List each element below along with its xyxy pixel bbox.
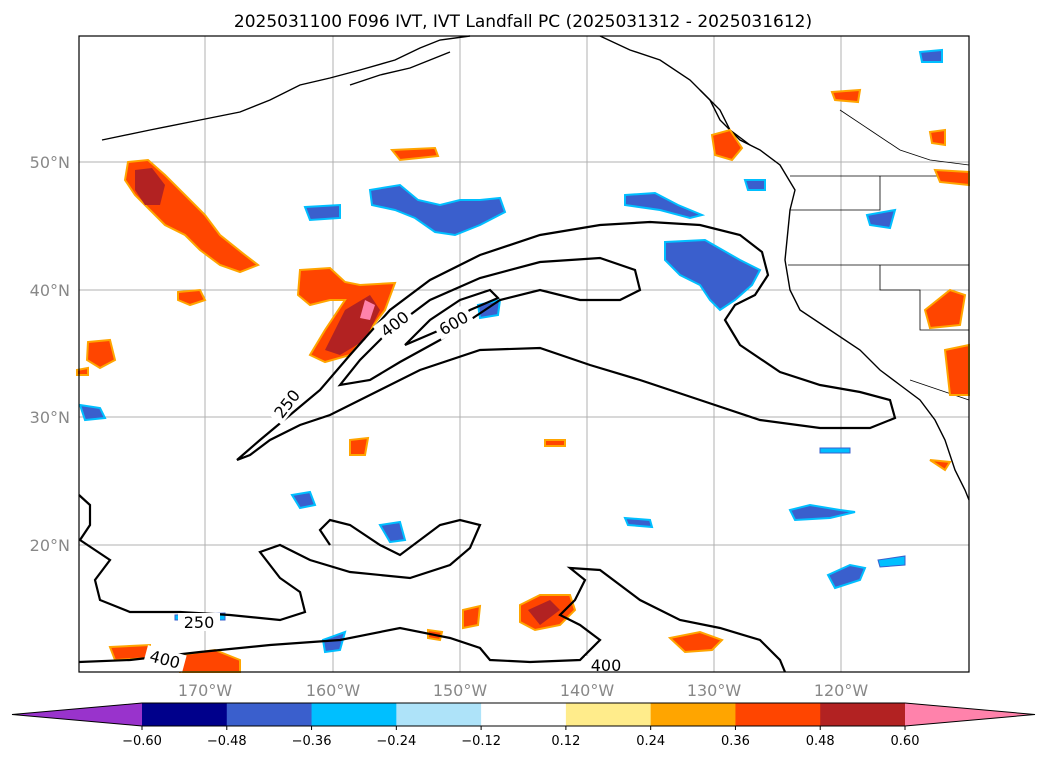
pc-blob-red-3 [85,338,117,370]
pc-blob-blue-1 [368,183,507,237]
pc-blob-red-7 [667,630,724,654]
colorbar-tick-label: 0.60 [891,734,920,749]
lat-label-30: 30°N [30,408,70,427]
alaska-peninsula-coast [349,51,451,86]
pc-blob-blue-2 [303,203,341,222]
pc-blob-blue-10 [826,563,867,590]
colorbar-tick-label: 0.24 [636,734,665,749]
colorbar-segment [226,703,313,726]
colorbar-extend-low [12,703,142,726]
colorbar-tick-label: −0.12 [461,734,501,749]
map-panel: 250 400 600 250 400 400 [76,35,970,675]
pc-blob-red-12 [928,128,946,147]
alaska-panhandle-coast [699,89,751,146]
colorbar-segment [820,703,906,726]
pc-blob-blue-15 [623,516,654,529]
pc-blob-pink-2 [360,300,375,320]
pc-blob-blue-7 [918,48,943,63]
colorbar-segment [735,703,821,726]
colorbar-segment [650,703,736,726]
lat-label-20: 20°N [30,536,70,555]
pc-blob-red-4 [177,288,207,307]
pc-blob-red-15 [943,343,970,396]
pc-blob-red-13 [933,168,970,187]
map-background [79,36,969,672]
contour-250-south [78,494,482,622]
canada-province-border [839,109,970,166]
colorbar-tick-label: −0.36 [292,734,332,749]
us-mexico-border [909,379,970,401]
contour-400-main [337,256,642,387]
wa-border [790,176,881,211]
colorbar-segment [311,703,397,726]
pc-blob-cyan-2 [819,447,851,454]
contour-400-south [78,566,787,673]
pc-blob-red-19 [462,604,482,630]
lon-label-120: 120°W [814,681,869,700]
lat-label-50: 50°N [30,153,70,172]
contour-label-250-b: 250 [184,613,215,632]
colorbar-tick-label: 0.48 [806,734,835,749]
pc-blob-blue-12 [290,490,317,510]
pc-blob-blue-14 [321,630,347,654]
colorbar-tick-label: −0.48 [207,734,247,749]
colorbar-segment [396,703,482,726]
map-title: 2025031100 F096 IVT, IVT Landfall PC (20… [234,12,812,32]
lat-label-40: 40°N [30,281,70,300]
ivt-pc-shading [76,48,970,673]
aleutian-coastline [101,35,471,141]
latitude-labels: 50°N 40°N 30°N 20°N [30,153,70,555]
colorbar-tick-label: −0.60 [122,734,162,749]
pc-blob-red-5 [389,146,440,162]
pc-blob-blue-8 [865,208,897,230]
pc-blob-red-16 [929,459,952,472]
lon-label-150: 150°W [433,681,488,700]
nv-border [879,265,969,331]
contour-label-400-c: 400 [591,656,622,675]
pc-blob-red-17 [349,436,370,456]
colorbar-segment [565,703,652,726]
pc-blob-blue-9 [788,503,856,522]
pc-blob-red-21 [76,366,89,376]
colorbar: −0.60 −0.48 −0.36 −0.24 −0.12 0.12 0.24 0.36 0.4… [11,702,1036,749]
pc-blob-red-20 [544,439,566,447]
longitude-labels: 170°W 160°W 150°W 140°W 130°W 120°W [178,681,869,700]
pc-blob-blue-6 [743,179,766,191]
lon-label-160: 160°W [306,681,361,700]
contour-250-main [236,220,897,462]
pc-blob-darkred-1 [135,168,165,205]
lon-label-170: 170°W [178,681,233,700]
colorbar-segment [481,703,567,726]
colorbar-segment [142,703,228,726]
lon-label-140: 140°W [560,681,615,700]
pc-blob-blue-13 [378,520,407,544]
coastlines [101,35,970,501]
lon-label-130: 130°W [687,681,742,700]
pc-blob-blue-4 [664,238,762,312]
pc-blob-red-11 [830,88,862,104]
pc-blob-blue-3 [624,191,706,220]
colorbar-tick-label: 0.12 [551,734,580,749]
pc-blob-darkred-6 [528,600,560,625]
pc-blob-cyan-1 [877,555,906,568]
pc-blob-red-10 [710,128,744,162]
pc-blob-blue-11 [78,403,107,422]
colorbar-tick-label: −0.24 [376,734,416,749]
map-frame [78,35,970,673]
colorbar-tick-label: 0.36 [721,734,750,749]
pc-blob-red-14 [923,288,967,330]
state-borders [788,109,970,401]
colorbar-extend-high [905,703,1035,726]
